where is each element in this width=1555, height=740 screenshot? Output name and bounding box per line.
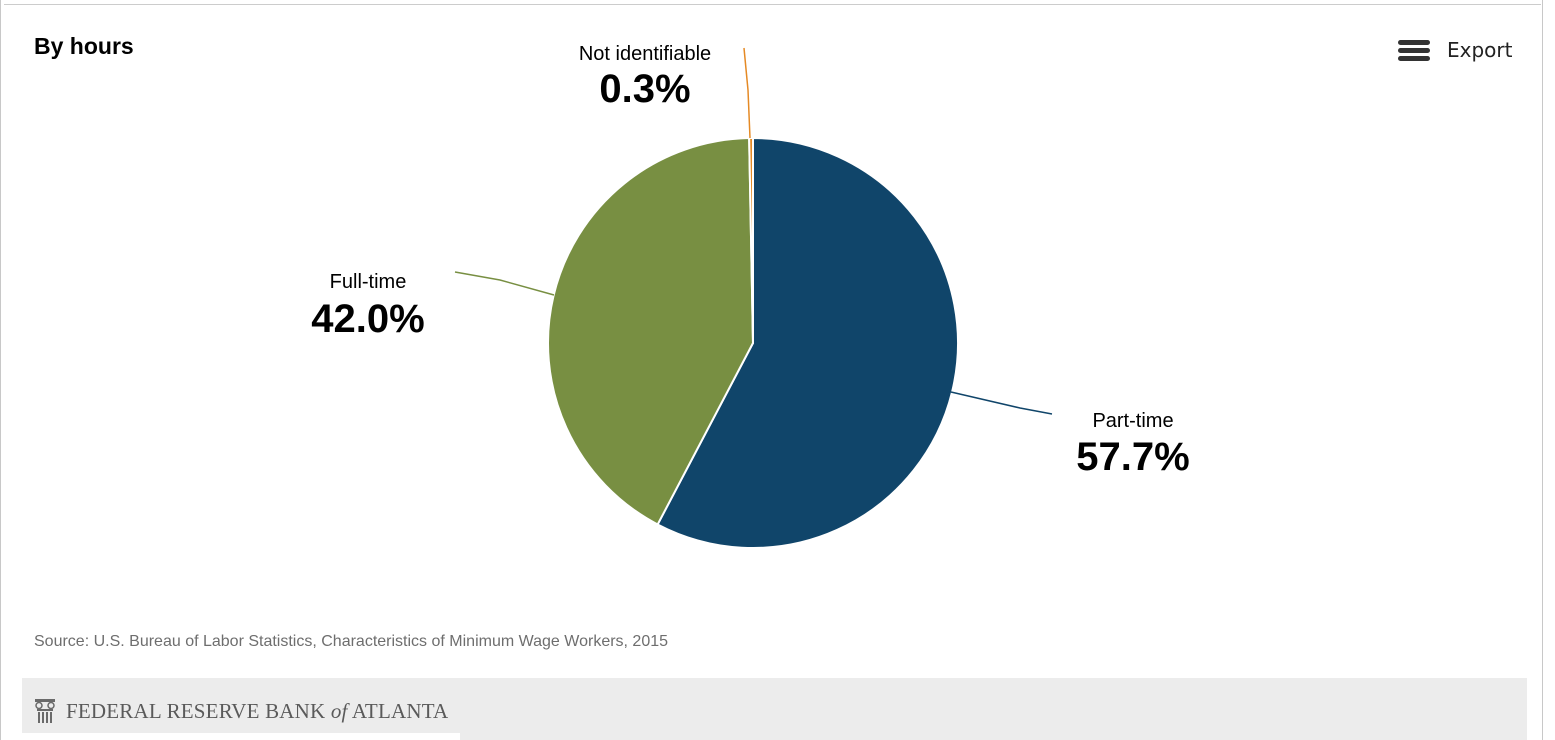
- connector-full-time: [454, 271, 555, 296]
- logo-wordmark: FEDERAL RESERVE BANK of ATLANTA: [66, 699, 448, 724]
- logo-of: of: [330, 698, 348, 723]
- logo-main: FEDERAL RESERVE BANK: [66, 698, 331, 723]
- logo-end: ATLANTA: [347, 698, 449, 723]
- footer-tab: [22, 733, 460, 740]
- pie-slice-full-time: [547, 137, 754, 526]
- source-note: Source: U.S. Bureau of Labor Statistics,…: [34, 633, 669, 650]
- slice-label-not-identifiable: Not identifiable: [579, 43, 711, 65]
- hamburger-menu-icon[interactable]: [1398, 38, 1430, 62]
- slice-value-not-identifiable: 0.3%: [599, 67, 690, 111]
- connector-not-identifiable: [743, 47, 751, 139]
- footer-bar: FEDERAL RESERVE BANK of ATLANTA: [22, 678, 1527, 740]
- chart-title: By hours: [34, 33, 134, 59]
- frb-atlanta-logo: FEDERAL RESERVE BANK of ATLANTA: [34, 698, 448, 724]
- column-capital-icon: [35, 699, 55, 723]
- slice-label-full-time: Full-time: [330, 271, 407, 293]
- connector-part-time: [950, 391, 1053, 415]
- pie-slice-not-identifiable: [748, 137, 754, 344]
- top-divider: [4, 4, 1541, 5]
- export-button[interactable]: Export: [1398, 36, 1512, 64]
- slice-value-full-time: 42.0%: [311, 297, 424, 341]
- slice-label-part-time: Part-time: [1092, 410, 1173, 432]
- slice-value-part-time: 57.7%: [1076, 435, 1189, 479]
- export-label: Export: [1447, 38, 1513, 62]
